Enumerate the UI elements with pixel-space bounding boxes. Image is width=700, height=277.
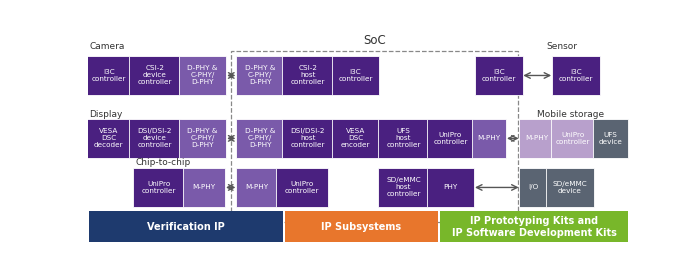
FancyBboxPatch shape: [378, 168, 428, 207]
FancyBboxPatch shape: [472, 119, 506, 158]
FancyBboxPatch shape: [276, 168, 328, 207]
Text: DSI/DSI-2
device
controller: DSI/DSI-2 device controller: [137, 128, 172, 148]
Text: UniPro
controller: UniPro controller: [556, 132, 590, 145]
Text: D-PHY &
C-PHY/
D-PHY: D-PHY & C-PHY/ D-PHY: [245, 128, 275, 148]
Text: I3C
controller: I3C controller: [338, 69, 372, 82]
FancyBboxPatch shape: [281, 56, 334, 95]
FancyBboxPatch shape: [552, 56, 600, 95]
FancyBboxPatch shape: [236, 168, 279, 207]
Text: IP Prototyping Kits and
IP Software Development Kits: IP Prototyping Kits and IP Software Deve…: [452, 216, 617, 238]
Bar: [285, 211, 438, 242]
FancyBboxPatch shape: [552, 119, 595, 158]
Text: UFS
device: UFS device: [598, 132, 622, 145]
Bar: [231, 51, 518, 222]
Text: CSI-2
host
controller: CSI-2 host controller: [290, 65, 325, 85]
FancyBboxPatch shape: [519, 168, 548, 207]
Text: UniPro
controller: UniPro controller: [433, 132, 468, 145]
FancyBboxPatch shape: [546, 168, 594, 207]
FancyBboxPatch shape: [178, 119, 226, 158]
Text: CSI-2
device
controller: CSI-2 device controller: [137, 65, 172, 85]
Text: Sensor: Sensor: [546, 42, 577, 51]
FancyBboxPatch shape: [236, 119, 284, 158]
FancyBboxPatch shape: [133, 168, 185, 207]
Text: UFS
host
controller: UFS host controller: [386, 128, 421, 148]
Text: Mobile storage: Mobile storage: [537, 110, 604, 119]
FancyBboxPatch shape: [332, 56, 379, 95]
Text: SoC: SoC: [363, 34, 386, 47]
Text: M-PHY: M-PHY: [193, 184, 216, 190]
Text: M-PHY: M-PHY: [477, 135, 500, 141]
FancyBboxPatch shape: [281, 119, 334, 158]
Text: I3C
controller: I3C controller: [482, 69, 516, 82]
Text: IP Subsystems: IP Subsystems: [321, 222, 402, 232]
Text: I/O: I/O: [528, 184, 539, 190]
FancyBboxPatch shape: [593, 119, 629, 158]
FancyBboxPatch shape: [475, 56, 523, 95]
FancyBboxPatch shape: [178, 56, 226, 95]
FancyBboxPatch shape: [519, 119, 554, 158]
Text: PHY: PHY: [443, 184, 458, 190]
Text: Chip-to-chip: Chip-to-chip: [135, 158, 190, 166]
FancyBboxPatch shape: [129, 56, 181, 95]
Text: UniPro
controller: UniPro controller: [142, 181, 176, 194]
Text: D-PHY &
C-PHY/
D-PHY: D-PHY & C-PHY/ D-PHY: [245, 65, 275, 85]
Text: M-PHY: M-PHY: [246, 184, 269, 190]
FancyBboxPatch shape: [236, 56, 284, 95]
FancyBboxPatch shape: [426, 119, 475, 158]
Text: DSI/DSI-2
host
controller: DSI/DSI-2 host controller: [290, 128, 325, 148]
Text: SD/eMMC
device: SD/eMMC device: [552, 181, 587, 194]
Text: UniPro
controller: UniPro controller: [285, 181, 320, 194]
Text: I3C
controller: I3C controller: [559, 69, 593, 82]
Text: VESA
DSC
decoder: VESA DSC decoder: [94, 128, 124, 148]
Bar: [440, 211, 629, 242]
FancyBboxPatch shape: [87, 119, 131, 158]
Text: Verification IP: Verification IP: [148, 222, 225, 232]
Text: VESA
DSC
encoder: VESA DSC encoder: [341, 128, 370, 148]
FancyBboxPatch shape: [332, 119, 379, 158]
Text: SD/eMMC
host
controller: SD/eMMC host controller: [386, 177, 421, 197]
FancyBboxPatch shape: [426, 168, 475, 207]
Text: D-PHY &
C-PHY/
D-PHY: D-PHY & C-PHY/ D-PHY: [188, 128, 218, 148]
FancyBboxPatch shape: [87, 56, 131, 95]
FancyBboxPatch shape: [129, 119, 181, 158]
Text: Camera: Camera: [89, 42, 125, 51]
FancyBboxPatch shape: [378, 119, 428, 158]
Text: I3C
controller: I3C controller: [92, 69, 126, 82]
Text: M-PHY: M-PHY: [525, 135, 548, 141]
Bar: [89, 211, 284, 242]
Text: Display: Display: [89, 110, 122, 119]
Text: D-PHY &
C-PHY/
D-PHY: D-PHY & C-PHY/ D-PHY: [188, 65, 218, 85]
FancyBboxPatch shape: [183, 168, 225, 207]
